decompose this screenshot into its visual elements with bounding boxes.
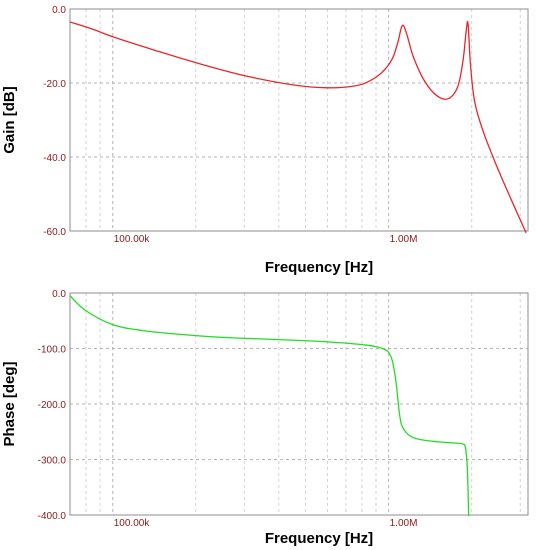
phase-y-axis-label: Phase [deg] [1,361,18,446]
gain-y-tick-label: -60.0 [43,227,66,238]
phase-y-tick-label: -400.0 [38,511,67,522]
phase-plot-frame [69,292,529,516]
phase-y-tick-label: -300.0 [38,456,67,467]
gain-y-tick-label: -40.0 [43,153,66,164]
gain-plot-frame [69,8,529,232]
gain-x-axis-label: Frequency [Hz] [265,259,373,276]
phase-x-axis-label: Frequency [Hz] [265,530,373,547]
phase-series-line [70,295,470,517]
phase-x-tick-label: 1.00M [390,518,418,529]
gain-y-tick-label: 0.0 [52,5,66,16]
phase-chart: 0.0 -100.0 -200.0 -300.0 -400.0 100.00k 1.00M F… [1,289,529,547]
gain-series-line [70,20,527,233]
gain-x-tick-label: 100.00k [114,234,151,245]
gain-x-tick-label: 1.00M [390,234,418,245]
gain-y-tick-label: -20.0 [43,79,66,90]
phase-y-tick-label: 0.0 [52,289,66,300]
gain-y-axis-label: Gain [dB] [1,86,18,154]
phase-y-tick-label: -200.0 [38,400,67,411]
gain-chart: 0.0 -20.0 -40.0 -60.0 100.00k 1.00M Frequency … [1,5,529,276]
phase-y-tick-label: -100.0 [38,345,67,356]
phase-x-tick-label: 100.00k [114,518,151,529]
